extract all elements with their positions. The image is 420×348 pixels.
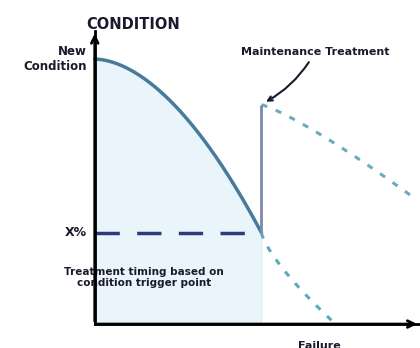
Text: X%: X%: [64, 226, 87, 239]
Text: Failure
(end of life): Failure (end of life): [282, 341, 356, 348]
Text: Maintenance Treatment: Maintenance Treatment: [241, 47, 389, 101]
Text: CONDITION: CONDITION: [87, 17, 180, 32]
Text: New
Condition: New Condition: [23, 45, 87, 73]
Text: Treatment timing based on
condition trigger point: Treatment timing based on condition trig…: [64, 267, 224, 288]
